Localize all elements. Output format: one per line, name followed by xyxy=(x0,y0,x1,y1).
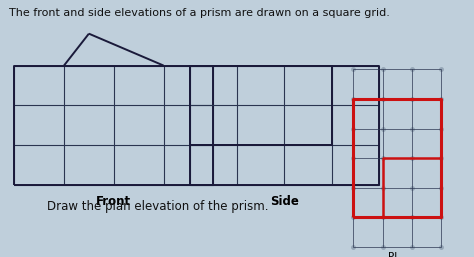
Text: The front and side elevations of a prism are drawn on a square grid.: The front and side elevations of a prism… xyxy=(9,8,391,18)
Text: Side: Side xyxy=(270,195,299,208)
Text: Front: Front xyxy=(96,195,131,208)
Text: Draw the plan elevation of the prism.: Draw the plan elevation of the prism. xyxy=(47,200,269,214)
Text: Pl...: Pl... xyxy=(388,252,407,257)
